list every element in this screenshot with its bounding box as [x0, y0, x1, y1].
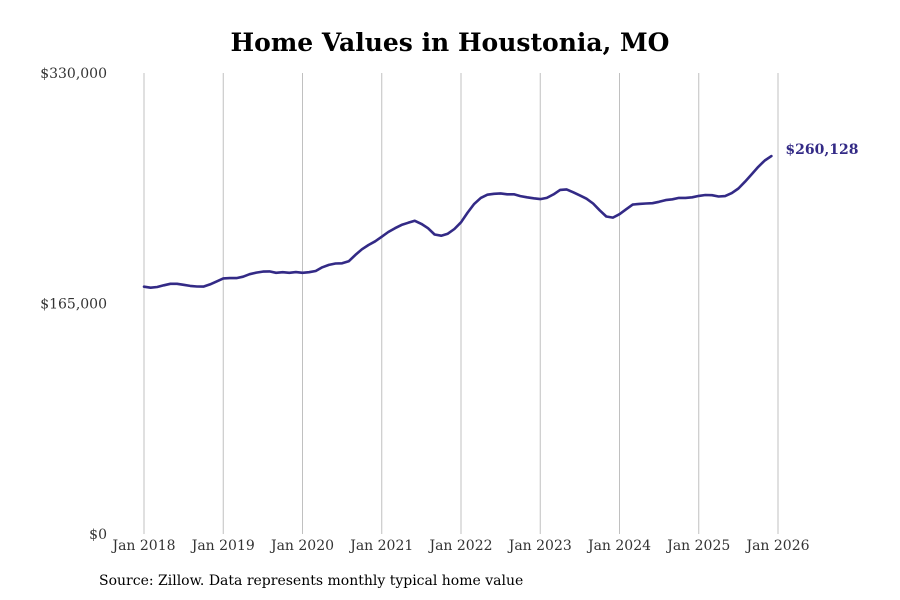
x-tick-label: Jan 2025	[665, 538, 730, 554]
y-tick-label: $330,000	[40, 66, 107, 82]
x-tick-label: Jan 2023	[507, 538, 572, 554]
x-tick-label: Jan 2026	[744, 538, 809, 554]
y-tick-label: $165,000	[40, 297, 107, 313]
x-tick-label: Jan 2019	[190, 538, 255, 554]
y-axis-labels: $0 $165,000 $330,000	[40, 66, 107, 543]
end-value-label: $260,128	[785, 142, 858, 158]
x-tick-label: Jan 2020	[269, 538, 334, 554]
chart-title: Home Values in Houstonia, MO	[230, 28, 670, 57]
x-tick-label: Jan 2018	[110, 538, 175, 554]
source-note: Source: Zillow. Data represents monthly …	[99, 573, 524, 589]
x-tick-label: Jan 2022	[427, 538, 492, 554]
x-tick-label: Jan 2024	[586, 538, 651, 554]
x-axis-labels: Jan 2018 Jan 2019 Jan 2020 Jan 2021 Jan 2022…	[110, 538, 809, 554]
x-tick-label: Jan 2021	[348, 538, 413, 554]
y-tick-label: $0	[89, 527, 107, 543]
grid-lines	[143, 73, 779, 534]
series-line	[142, 154, 773, 289]
